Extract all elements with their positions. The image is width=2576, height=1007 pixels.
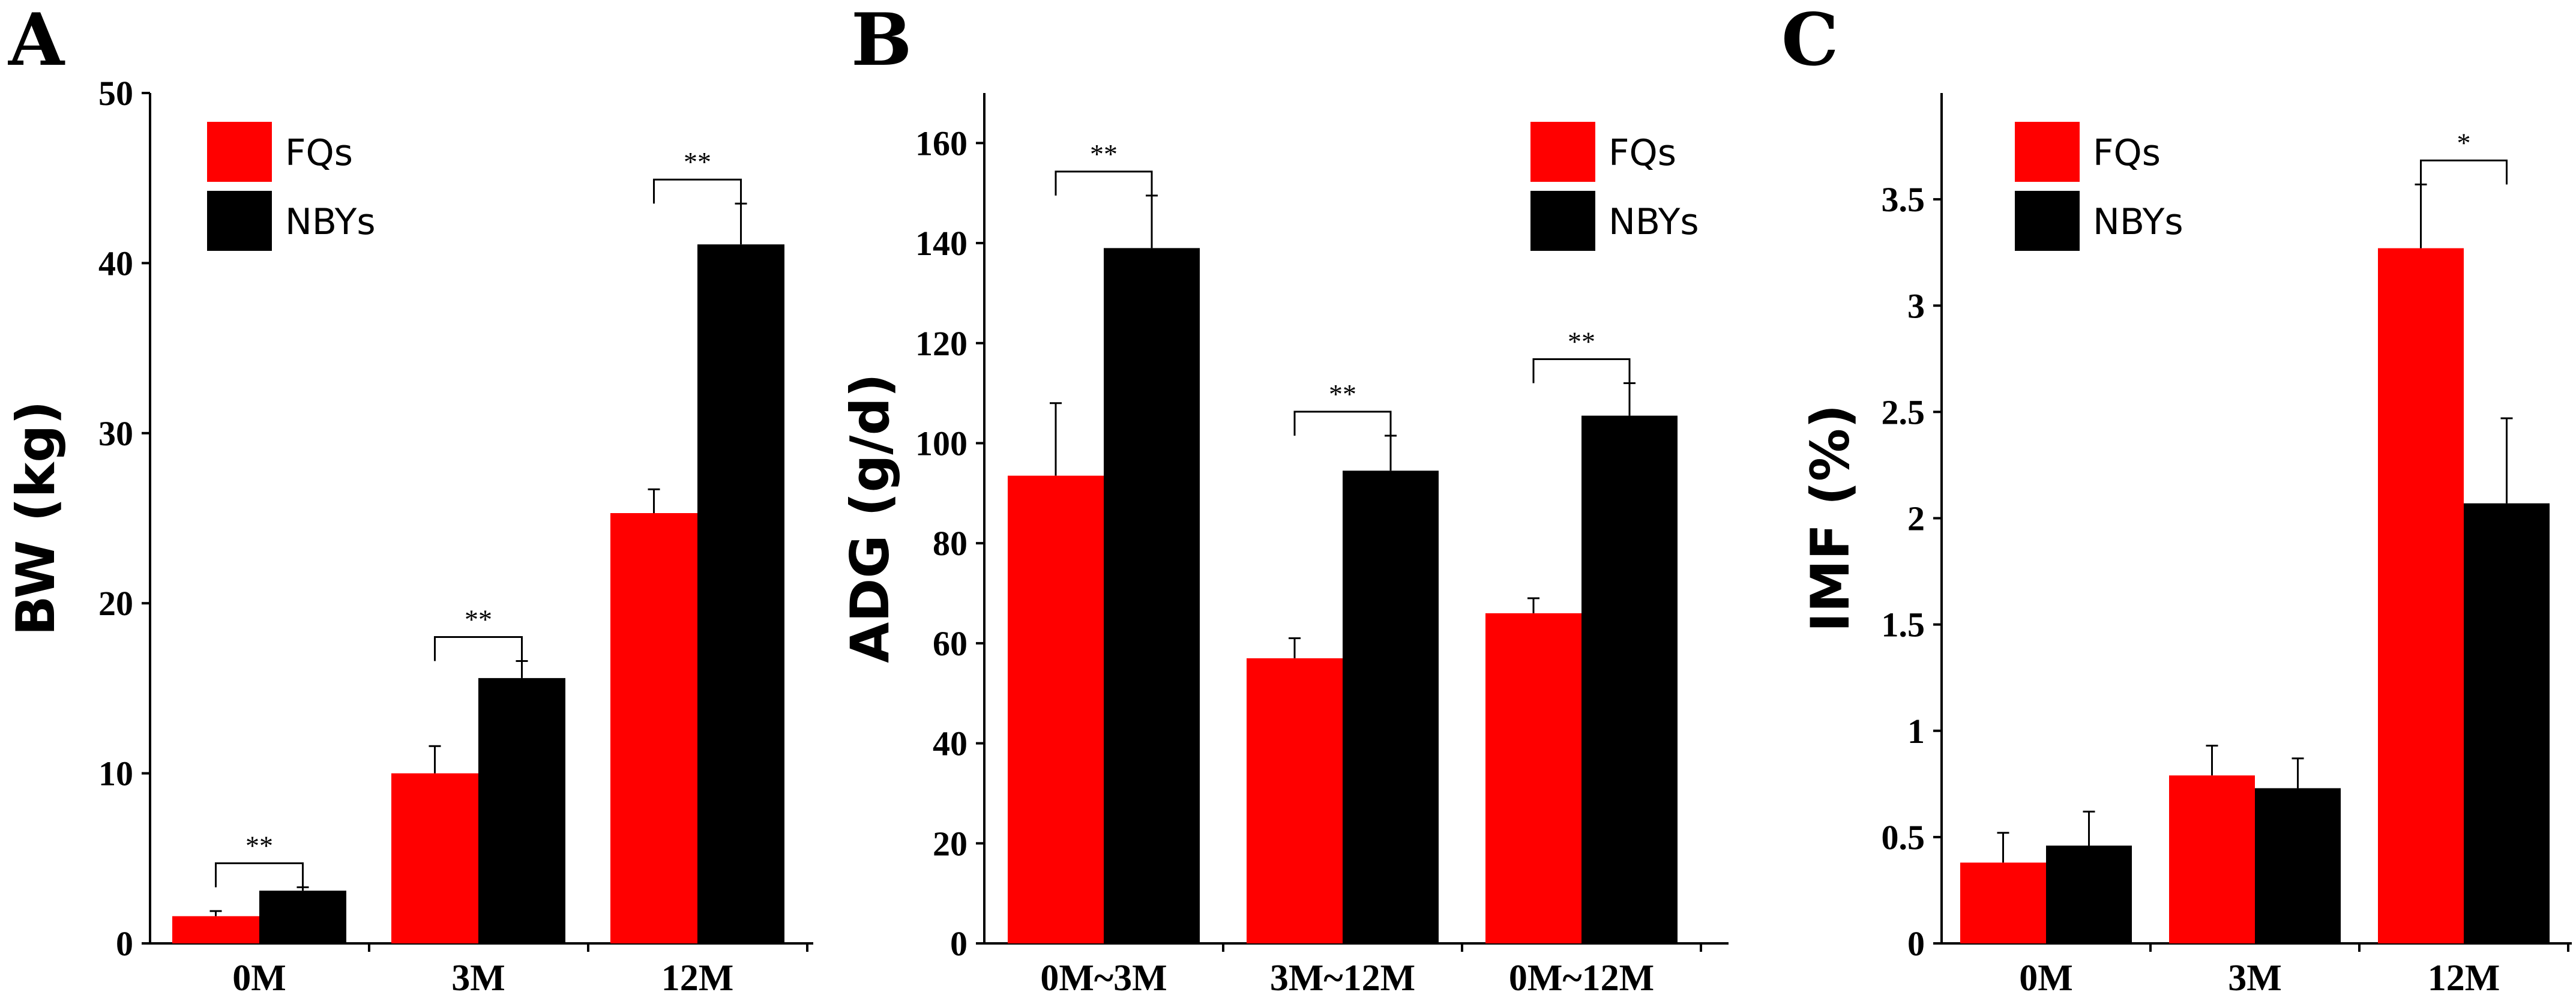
significance-bracket [1293, 410, 1392, 436]
y-tick-label: 120 [915, 324, 968, 363]
y-tick-label: 20 [933, 824, 968, 863]
panel-letter-a: A [8, 0, 65, 82]
significance-label: ** [245, 830, 273, 861]
y-tick-label: 3.5 [1882, 180, 1925, 219]
y-tick-label: 20 [98, 584, 133, 623]
legend-label-nbys: NBYs [2093, 201, 2183, 243]
significance-label: ** [684, 146, 711, 177]
x-tick-label: 0M~12M [1509, 958, 1654, 999]
y-tick-label: 0.5 [1882, 818, 1925, 857]
significance-label: * [2457, 127, 2471, 158]
chart-panel-c: 0 0.5 1 1.5 2 2.5 3 3.5 IMF (%) 0M 3M 12M * FQs NBYs [1799, 93, 2572, 999]
legend-swatch-fqs [207, 122, 272, 182]
y-axis-label: BW (kg) [5, 401, 67, 636]
y-tick-label: 160 [915, 124, 968, 163]
legend-label-fqs: FQs [2093, 132, 2161, 174]
x-tick-label: 12M [661, 958, 734, 999]
significance-bracket [653, 178, 742, 204]
panel-letter-c: C [1781, 0, 1839, 82]
y-tick-label: 1 [1907, 712, 1925, 751]
y-tick-label: 100 [915, 424, 968, 463]
x-tick-label: 3M [451, 958, 505, 999]
y-tick-label: 60 [933, 624, 968, 663]
y-axis-label: IMF (%) [1799, 404, 1861, 633]
y-tick-label: 0 [1907, 924, 1925, 963]
y-tick-label: 10 [98, 754, 133, 793]
y-tick-label: 40 [933, 724, 968, 763]
bar-fqs [172, 916, 259, 943]
legend-swatch-fqs [1530, 122, 1595, 182]
x-tick-label: 0M [232, 958, 286, 999]
y-tick-label: 2.5 [1882, 392, 1925, 431]
legend-label-fqs: FQs [1608, 132, 1676, 174]
bar-nbys [2464, 503, 2550, 943]
significance-label: ** [1090, 139, 1118, 169]
chart-panel-b: 0 20 40 60 80 100 120 140 160 ADG (g/d) 0M~3M ** 3M~… [839, 93, 1729, 999]
legend-swatch-nbys [2015, 191, 2080, 251]
significance-bracket [215, 862, 304, 888]
bar-nbys [1581, 415, 1678, 943]
bar-fqs [610, 513, 697, 943]
legend-label-nbys: NBYs [285, 201, 376, 243]
bar-fqs [1247, 658, 1343, 943]
bar-nbys [697, 244, 784, 943]
bar-nbys [478, 678, 565, 943]
legend-swatch-nbys [1530, 191, 1595, 251]
bar-nbys [1343, 470, 1439, 943]
y-tick-label: 1.5 [1882, 606, 1925, 645]
y-tick-label: 30 [98, 414, 133, 453]
bar-nbys [259, 891, 346, 943]
bar-fqs [1008, 475, 1104, 943]
bar-fqs [2169, 775, 2255, 943]
x-tick-label: 3M [2228, 958, 2282, 999]
significance-bracket [2420, 159, 2508, 185]
significance-label: ** [1329, 379, 1356, 409]
bar-fqs [391, 773, 478, 943]
y-tick-label: 2 [1907, 499, 1925, 538]
significance-bracket [434, 636, 523, 661]
bar-nbys [2255, 788, 2341, 943]
bar-fqs [2378, 248, 2464, 943]
panel-letter-b: B [851, 0, 912, 82]
y-tick-label: 3 [1907, 286, 1925, 325]
legend-label-fqs: FQs [285, 132, 353, 174]
y-tick-label: 80 [933, 524, 968, 563]
y-tick-label: 50 [98, 74, 133, 113]
y-tick-label: 0 [950, 924, 968, 963]
y-tick-label: 0 [116, 924, 133, 963]
significance-bracket [1532, 358, 1631, 383]
x-tick-label: 0M~3M [1040, 958, 1167, 999]
significance-label: ** [1568, 326, 1595, 356]
legend-label-nbys: NBYs [1608, 201, 1699, 243]
bar-fqs [1960, 862, 2046, 943]
y-tick-label: 140 [915, 224, 968, 263]
bar-fqs [1485, 613, 1581, 943]
x-tick-label: 0M [2019, 958, 2073, 999]
y-axis-label: ADG (g/d) [839, 373, 901, 663]
significance-bracket [1055, 170, 1153, 196]
legend-swatch-nbys [207, 191, 272, 251]
x-tick-label: 3M~12M [1270, 958, 1415, 999]
x-tick-label: 12M [2428, 958, 2500, 999]
y-tick-label: 40 [98, 244, 133, 283]
significance-label: ** [465, 604, 492, 635]
chart-panel-a: 0 10 20 30 40 50 BW (kg) 0M ** 3M ** 12M ** FQs NBYs [5, 74, 813, 999]
legend-swatch-fqs [2015, 122, 2080, 182]
bar-nbys [2046, 846, 2132, 943]
bar-nbys [1104, 248, 1200, 944]
